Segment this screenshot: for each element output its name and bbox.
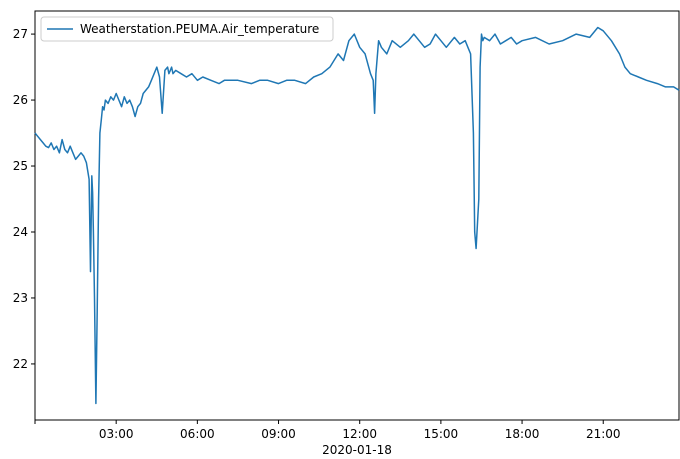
data-lines [34,26,680,405]
legend-label: Weatherstation.PEUMA.Air_temperature [80,22,319,36]
plot-area [34,10,680,421]
y-tick-label: 24 [13,225,28,239]
y-tick-label: 26 [13,93,28,107]
y-axis-ticks: 22 23 24 25 26 27 [13,27,35,371]
x-axis-ticks: 03:00 06:00 09:00 12:00 15:00 18:00 21:00 [34,420,621,441]
legend: Weatherstation.PEUMA.Air_temperature [40,16,334,42]
plot-frame [34,10,680,421]
y-tick-label: 25 [13,159,28,173]
x-tick-label: 12:00 [342,427,377,441]
x-tick-label: 21:00 [586,427,621,441]
x-tick-label: 15:00 [424,427,459,441]
x-tick-label: 06:00 [180,427,215,441]
x-tick-label: 03:00 [99,427,134,441]
x-tick-label: 09:00 [261,427,296,441]
legend-box [40,16,334,42]
x-tick-label: 18:00 [505,427,540,441]
y-tick-label: 27 [13,27,28,41]
y-tick-label: 23 [13,291,28,305]
series-line-0 [34,26,680,405]
x-axis-date-label: 2020-01-18 [322,443,392,457]
y-tick-label: 22 [13,357,28,371]
